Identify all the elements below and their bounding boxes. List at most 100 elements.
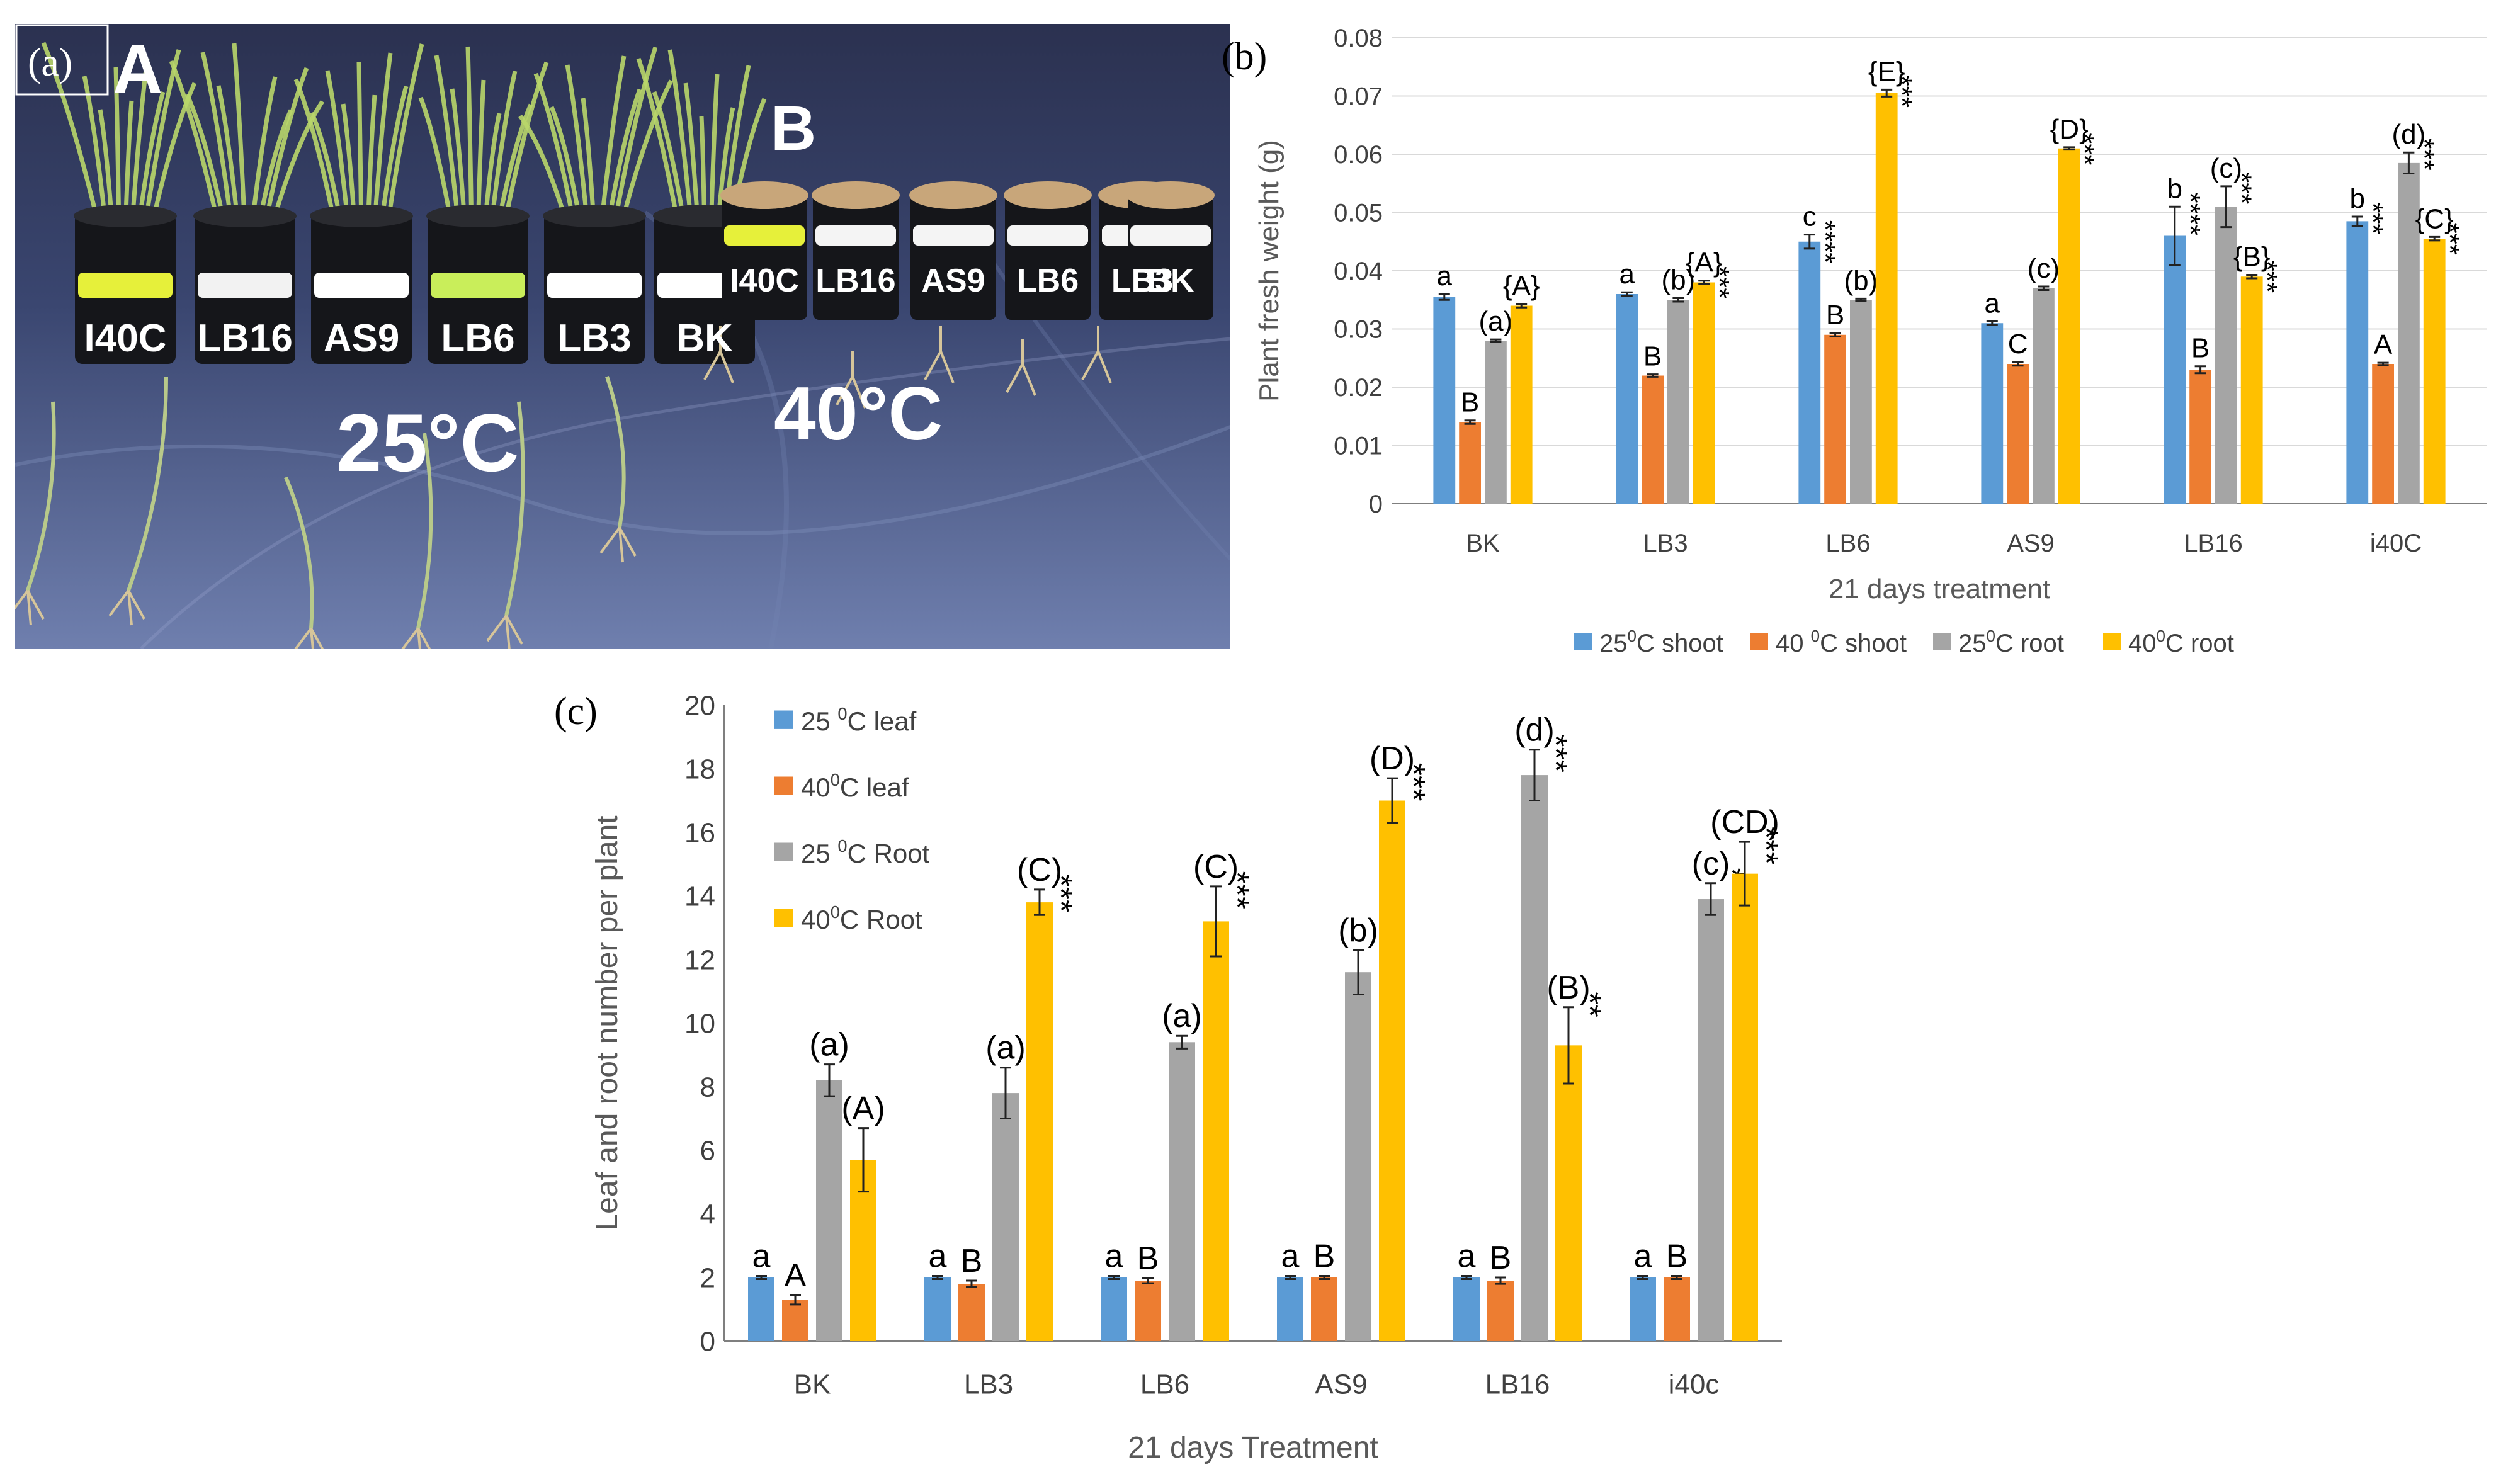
legend-entry: 250C root: [1958, 626, 2064, 657]
pot-soil: [1126, 181, 1215, 209]
legend-swatch: [1750, 633, 1768, 650]
legend-entry: 25 0C Root: [801, 836, 930, 868]
significance-letter: b: [2167, 173, 2182, 204]
bar-AS9-2: [1345, 972, 1371, 1341]
bar-AS9-1: [2007, 364, 2029, 504]
significance-stars: ****: [2175, 192, 2206, 235]
pots-40c: [720, 181, 1215, 320]
significance-letter: (b): [1338, 912, 1378, 949]
bar-LB6-2: [1850, 300, 1872, 504]
temp-25-label: 25°C: [336, 397, 519, 489]
x-tick-label: LB6: [1825, 530, 1870, 557]
bar-i40c-1: [1664, 1277, 1690, 1341]
photo-panel: I40C LB16 AS9 LB6 LB3 BK I40C LB16 AS9 LB6 LB3BK …: [15, 24, 1230, 649]
root-tuft: [1081, 326, 1112, 383]
significance-letter: (c): [2028, 253, 2060, 284]
seedling: [504, 401, 525, 616]
pot-rim: [193, 205, 297, 227]
significance-letter: (b): [1662, 264, 1696, 295]
bar-AS9-2: [2033, 288, 2055, 504]
bar-LB16-1: [2189, 370, 2211, 504]
significance-letter: a: [1620, 259, 1635, 290]
bar-BK-2: [1485, 341, 1507, 504]
legend-entry: 25 0C leaf: [801, 704, 917, 736]
pot-soil: [812, 181, 900, 209]
pot: [1005, 194, 1091, 320]
x-tick-label: i40c: [1669, 1369, 1720, 1400]
bar-BK-3: [1510, 305, 1533, 504]
significance-letter: B: [1826, 300, 1844, 331]
significance-letter: a: [1458, 1238, 1476, 1274]
bar-AS9-0: [1277, 1277, 1303, 1341]
significance-stars: ***: [1886, 76, 1917, 108]
significance-letter: {B}: [2233, 241, 2271, 272]
bar-LB6-1: [1135, 1281, 1161, 1341]
significance-stars: ***: [1747, 827, 1784, 865]
leaf-blade: [372, 52, 393, 232]
bar-AS9-3: [2058, 148, 2080, 504]
significance-letter: (C): [1193, 849, 1239, 885]
pot: [910, 194, 996, 320]
pot-label-25c: LB3: [557, 317, 631, 360]
significance-letter: C: [2008, 329, 2028, 360]
leaf-blade: [356, 61, 364, 232]
leaf-blade: [465, 46, 474, 232]
significance-letter: {C}: [2415, 203, 2454, 234]
x-tick-label: LB16: [1485, 1369, 1550, 1400]
significance-letter: (a): [985, 1030, 1026, 1067]
pot-label-40c: LB6: [1017, 263, 1079, 299]
bar-i40c-3: [1732, 873, 1758, 1341]
leaf-blade: [261, 67, 309, 232]
y-tick-label: 12: [684, 944, 715, 975]
leaf-blade: [384, 43, 424, 232]
significance-letter: a: [1634, 1238, 1652, 1274]
leaf-blade: [598, 55, 627, 232]
y-tick-label: 0: [1369, 490, 1383, 518]
significance-stars: ***: [2069, 133, 2100, 165]
bar-LB3-2: [1667, 300, 1689, 504]
pot-tag: [913, 225, 994, 246]
y-tick-label: 4: [700, 1199, 715, 1230]
significance-letter: c: [1803, 201, 1817, 232]
bar-i40C-3: [2423, 239, 2446, 504]
pot-label-40c: LB16: [815, 263, 895, 299]
pot-soil: [1004, 181, 1092, 209]
group-a-label: A: [113, 31, 162, 108]
seedling: [26, 401, 56, 591]
seedling: [605, 376, 626, 528]
pot-label-40c: BK: [1147, 263, 1194, 299]
significance-letter: {A}: [1503, 271, 1540, 302]
bar-LB16-0: [1453, 1277, 1480, 1341]
pot-rim: [310, 205, 413, 227]
legend-swatch: [774, 842, 793, 861]
legend-swatch: [2103, 633, 2121, 650]
significance-letter: B: [961, 1243, 983, 1279]
seedling: [416, 433, 433, 629]
x-tick-label: i40C: [2370, 530, 2422, 557]
significance-stars: ***: [1704, 266, 1735, 298]
leaf-blade: [232, 43, 247, 232]
y-tick-label: 6: [700, 1135, 715, 1166]
bar-LB3-3: [1693, 282, 1715, 504]
y-tick-label: 8: [700, 1072, 715, 1102]
bar-LB6-0: [1798, 241, 1821, 504]
x-tick-label: AS9: [2007, 530, 2055, 557]
pot-label-25c: BK: [676, 317, 733, 360]
pot-rim: [74, 205, 177, 227]
pot-label-40c: AS9: [921, 263, 985, 299]
pot-tag: [547, 273, 642, 298]
significance-stars: ***: [1395, 763, 1431, 801]
pot-label-40c: LB3: [1111, 263, 1173, 299]
legend-entry: 400C leaf: [801, 770, 909, 802]
bar-LB6-2: [1169, 1042, 1195, 1341]
x-tick-label: BK: [794, 1369, 831, 1400]
significance-letter: B: [1313, 1238, 1336, 1274]
leaf-blade: [636, 57, 682, 232]
bar-LB6-1: [1824, 334, 1846, 504]
leaf-blade: [41, 42, 103, 232]
significance-letter: B: [1137, 1240, 1159, 1277]
significance-stars: ***: [2434, 223, 2465, 255]
significance-letter: (D): [1370, 740, 1415, 777]
significance-letter: (B): [1546, 970, 1590, 1006]
chart-fresh-weight: (b) 0 0.01 0.02 0.03 0.04 0.05 0.06 0.07 0.08 a B (a…: [1222, 25, 2487, 657]
